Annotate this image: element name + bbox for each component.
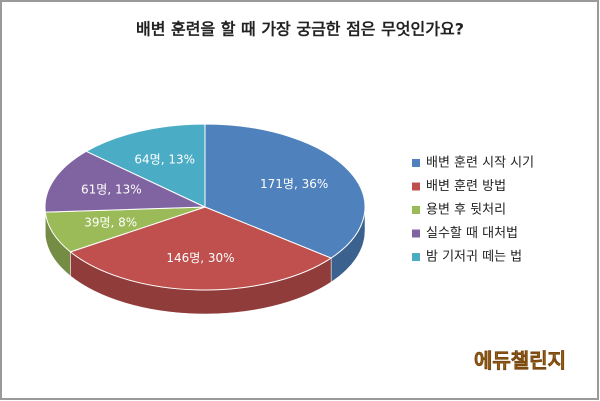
legend-label: 실수할 때 대처법 <box>426 226 518 241</box>
data-label: 146명, 30% <box>166 251 234 265</box>
legend-swatch <box>412 159 420 167</box>
chart-title: 배변 훈련을 할 때 가장 궁금한 점은 무엇인가요? <box>136 20 464 39</box>
slice <box>44 150 206 213</box>
legend-swatch <box>412 206 420 214</box>
legend-swatch <box>412 182 420 191</box>
data-label: 171명, 36% <box>260 177 328 191</box>
data-label: 39명, 8% <box>84 216 137 230</box>
legend-swatch <box>412 229 420 238</box>
slice <box>204 123 366 259</box>
legend-label: 배변 훈련 방법 <box>426 179 506 194</box>
logo: 에듀챌린지 <box>474 349 566 373</box>
legend-label: 배변 훈련 시작 시기 <box>426 156 534 171</box>
legend-label: 밤 기저귀 떼는 법 <box>426 250 522 265</box>
legend-label: 용변 후 뒷처리 <box>426 203 506 218</box>
slice <box>69 206 333 291</box>
slice <box>85 123 206 208</box>
legend-swatch <box>412 253 420 261</box>
data-label: 61명, 13% <box>81 183 142 197</box>
data-label: 64명, 13% <box>134 152 195 166</box>
